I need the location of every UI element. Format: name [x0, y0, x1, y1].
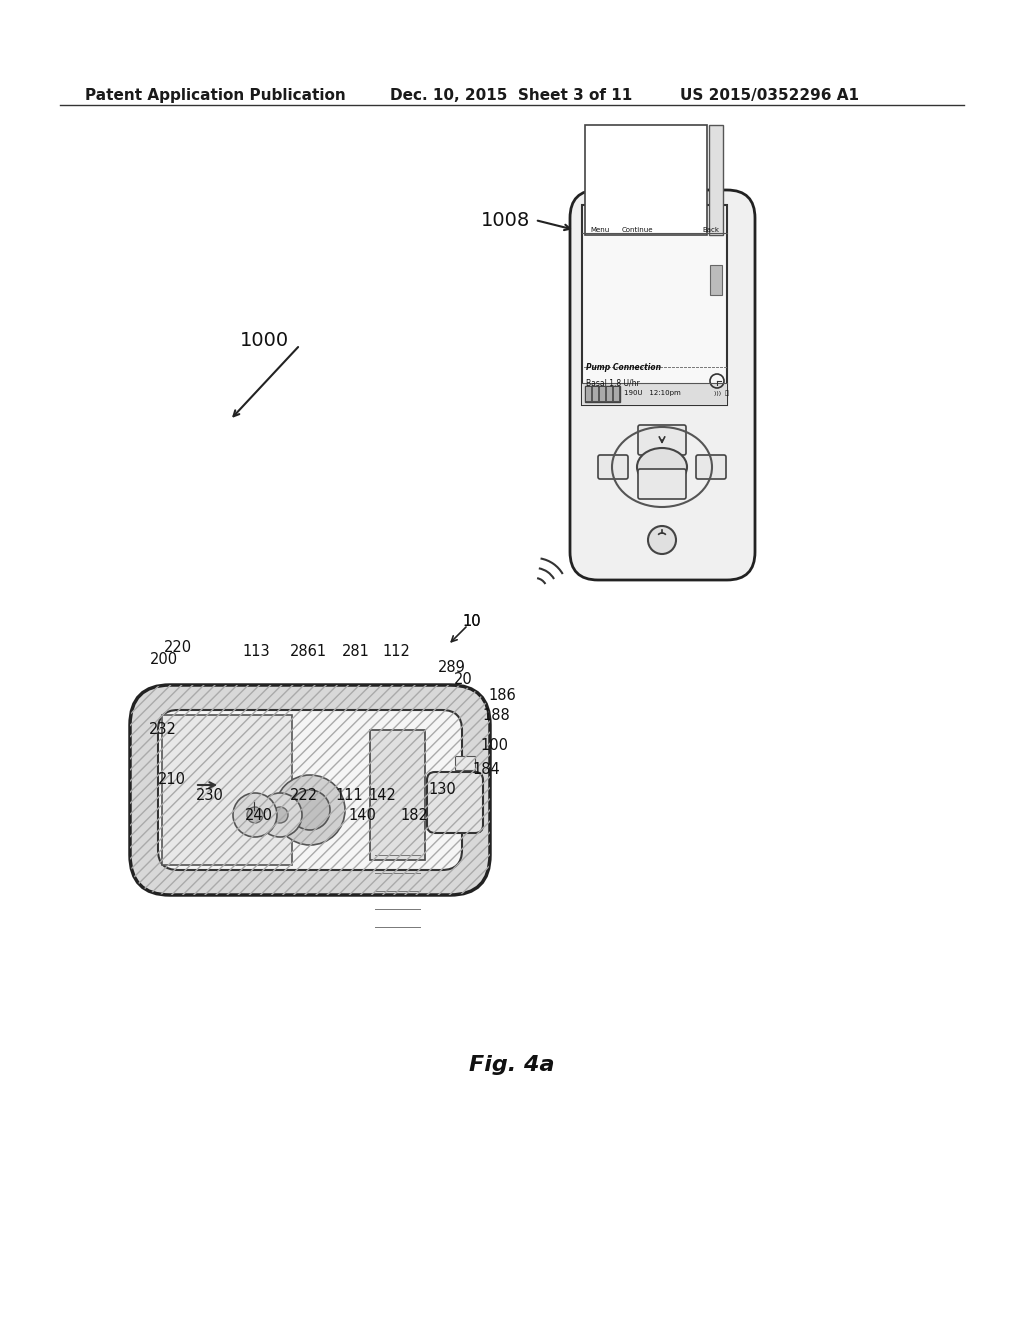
Text: 184: 184 — [472, 763, 500, 777]
Text: 220: 220 — [164, 640, 193, 656]
Text: 182: 182 — [400, 808, 428, 822]
Text: 281: 281 — [342, 644, 370, 660]
Text: 100: 100 — [480, 738, 508, 752]
FancyBboxPatch shape — [158, 710, 462, 870]
Text: 200: 200 — [150, 652, 178, 668]
FancyBboxPatch shape — [638, 425, 686, 455]
Text: 10: 10 — [462, 615, 480, 630]
FancyBboxPatch shape — [638, 469, 686, 499]
Text: 190U   12:10pm: 190U 12:10pm — [624, 389, 681, 396]
FancyBboxPatch shape — [130, 685, 490, 895]
FancyBboxPatch shape — [598, 455, 628, 479]
Bar — [710, 265, 722, 294]
Text: 112: 112 — [382, 644, 410, 660]
Bar — [600, 387, 605, 401]
Circle shape — [247, 807, 263, 822]
Bar — [455, 756, 475, 770]
Text: Menu: Menu — [590, 227, 609, 234]
Text: Patent Application Publication: Patent Application Publication — [85, 88, 346, 103]
FancyBboxPatch shape — [162, 715, 292, 865]
FancyBboxPatch shape — [696, 455, 726, 479]
FancyBboxPatch shape — [570, 190, 755, 579]
Bar — [593, 387, 598, 401]
Text: Basal 1.8 U/hr: Basal 1.8 U/hr — [586, 379, 640, 388]
FancyBboxPatch shape — [427, 772, 483, 833]
Text: Pump Connection: Pump Connection — [586, 363, 662, 372]
Text: 20: 20 — [454, 672, 473, 688]
Text: 142: 142 — [368, 788, 396, 803]
Text: 2861: 2861 — [290, 644, 327, 660]
Text: 222: 222 — [290, 788, 318, 803]
Bar — [614, 387, 618, 401]
Text: 130: 130 — [428, 783, 456, 797]
Text: 230: 230 — [197, 788, 224, 803]
Text: 186: 186 — [488, 688, 516, 702]
Text: 1008: 1008 — [480, 210, 530, 230]
Text: 1000: 1000 — [240, 330, 289, 350]
FancyBboxPatch shape — [585, 385, 620, 403]
FancyBboxPatch shape — [582, 205, 727, 405]
Circle shape — [290, 789, 330, 830]
Text: Back: Back — [702, 227, 719, 234]
Bar — [585, 125, 707, 235]
Circle shape — [258, 793, 302, 837]
Bar — [370, 730, 425, 861]
Text: Continue: Continue — [622, 227, 652, 234]
Text: 188: 188 — [482, 708, 510, 722]
Circle shape — [275, 775, 345, 845]
Text: 240: 240 — [245, 808, 273, 822]
Bar — [607, 387, 612, 401]
Bar — [455, 796, 475, 810]
Text: 289: 289 — [438, 660, 466, 676]
Text: 10: 10 — [462, 615, 480, 630]
Text: Fig. 4a: Fig. 4a — [469, 1055, 555, 1074]
Text: Dec. 10, 2015  Sheet 3 of 11: Dec. 10, 2015 Sheet 3 of 11 — [390, 88, 632, 103]
Bar — [709, 125, 723, 235]
Text: )))  ⓘ: ))) ⓘ — [714, 391, 729, 396]
Text: 111: 111 — [335, 788, 362, 803]
Bar — [582, 383, 727, 405]
Text: US 2015/0352296 A1: US 2015/0352296 A1 — [680, 88, 859, 103]
Bar — [455, 776, 475, 789]
Ellipse shape — [637, 447, 687, 486]
Text: 210: 210 — [158, 772, 186, 788]
Text: 113: 113 — [242, 644, 269, 660]
Circle shape — [233, 793, 278, 837]
Text: 140: 140 — [348, 808, 376, 822]
Circle shape — [648, 525, 676, 554]
Bar — [586, 387, 591, 401]
Bar — [455, 816, 475, 830]
Text: 232: 232 — [150, 722, 177, 738]
Circle shape — [272, 807, 288, 822]
